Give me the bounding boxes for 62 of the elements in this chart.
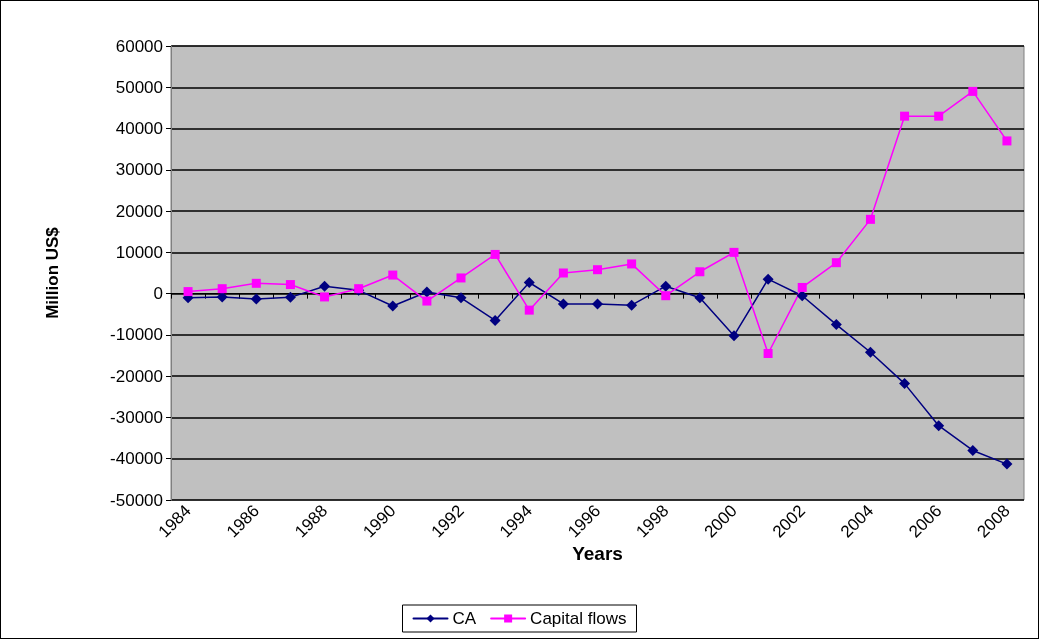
point <box>797 282 807 292</box>
point <box>421 286 433 298</box>
y-tick-label: -30000 <box>110 407 163 427</box>
y-tick-label: 10000 <box>115 242 163 262</box>
point <box>592 298 603 310</box>
point <box>319 280 331 292</box>
point <box>251 278 261 288</box>
y-tick-label: 60000 <box>115 36 163 56</box>
y-tick-label: 0 <box>153 284 163 304</box>
point <box>1001 458 1013 470</box>
point <box>489 314 501 326</box>
y-axis-title: Million US$ <box>43 226 62 319</box>
point <box>695 267 705 277</box>
y-tick-label: 20000 <box>115 201 163 221</box>
y-tick-label: -10000 <box>110 325 163 345</box>
point <box>455 292 467 304</box>
point <box>284 291 296 303</box>
point <box>729 247 739 257</box>
point <box>796 290 808 302</box>
point <box>900 111 910 121</box>
x-axis-title: Years <box>572 543 623 564</box>
point <box>422 296 432 306</box>
y-tick-label: 40000 <box>115 119 163 139</box>
point <box>864 346 876 358</box>
point <box>763 348 773 358</box>
point <box>387 300 399 312</box>
point <box>285 280 295 290</box>
point <box>183 287 193 297</box>
point <box>250 293 262 305</box>
point <box>728 330 740 342</box>
point <box>593 265 602 275</box>
point <box>968 86 978 96</box>
point <box>558 268 568 278</box>
point <box>694 292 706 304</box>
y-tick-label: 30000 <box>115 160 163 180</box>
point <box>456 273 466 283</box>
legend-label: Capital flows <box>530 609 627 628</box>
point <box>762 273 774 285</box>
y-tick-label: -20000 <box>110 366 163 386</box>
point <box>934 111 944 121</box>
point <box>967 444 979 456</box>
point <box>626 299 638 311</box>
point <box>523 276 535 288</box>
point <box>490 249 500 259</box>
point <box>217 284 227 294</box>
point <box>899 378 911 390</box>
point <box>830 319 842 331</box>
point <box>557 298 569 310</box>
legend-label: CA <box>452 609 477 628</box>
point <box>524 305 534 315</box>
point <box>1002 136 1012 146</box>
point <box>320 292 330 302</box>
point <box>627 259 637 269</box>
point <box>661 291 671 301</box>
point <box>933 420 945 432</box>
point <box>865 214 875 224</box>
point <box>831 258 841 268</box>
y-tick-label: 50000 <box>115 77 163 97</box>
y-tick-label: -50000 <box>110 490 163 510</box>
y-tick-label: -40000 <box>110 449 163 469</box>
point <box>660 280 672 292</box>
point <box>388 270 398 280</box>
